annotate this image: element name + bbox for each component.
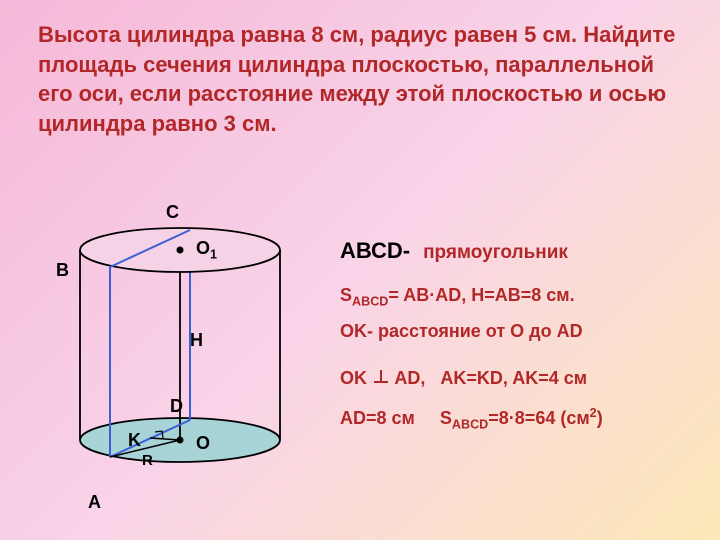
label-K: K: [128, 430, 141, 451]
problem-text: Высота цилиндра равна 8 см, радиус равен…: [38, 22, 675, 136]
label-A: А: [88, 492, 101, 513]
label-O: O: [196, 433, 210, 454]
label-H: Н: [190, 330, 203, 351]
cylinder-figure: А В С D K O О1 Н R: [50, 220, 310, 520]
sol-line1: АВСD- прямоугольник: [340, 230, 700, 272]
solution: АВСD- прямоугольник SABCD= AB·AD, H=AB=8…: [340, 230, 700, 437]
label-D: D: [170, 396, 183, 417]
sol-line2: SABCD= AB·AD, H=AB=8 см.: [340, 278, 700, 315]
label-R: R: [142, 452, 153, 469]
cylinder-svg: [50, 220, 310, 520]
label-C: С: [166, 202, 179, 223]
problem-statement: Высота цилиндра равна 8 см, радиус равен…: [38, 20, 678, 139]
sol-line4: OK AD, AK=KD, AK=4 см: [340, 361, 700, 395]
sol-line5: AD=8 см SABCD=8·8=64 (см2): [340, 401, 700, 438]
label-O1: О1: [196, 238, 217, 262]
label-B: В: [56, 260, 69, 281]
sol-line3: OK- расстояние от О до AD: [340, 314, 700, 348]
perp-icon: [372, 368, 390, 386]
